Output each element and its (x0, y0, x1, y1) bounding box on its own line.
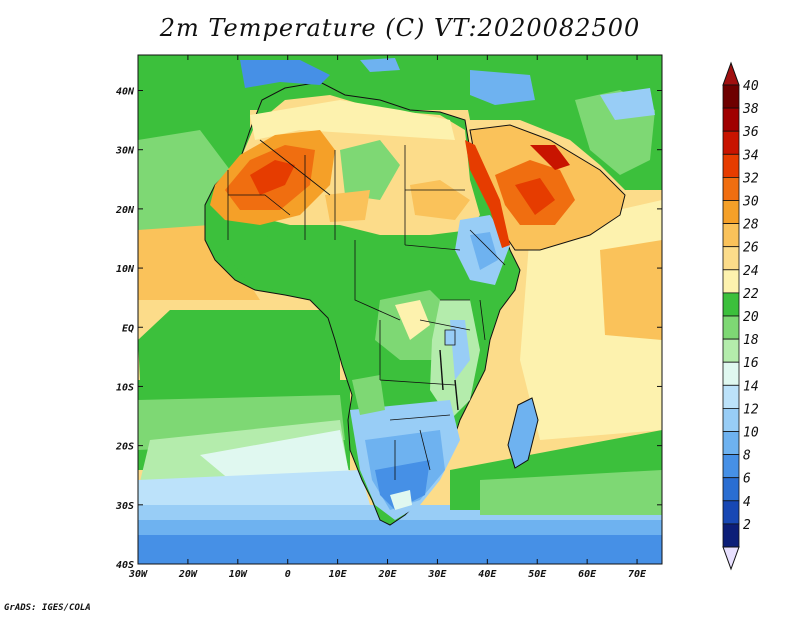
colorbar-label: 12 (743, 402, 759, 417)
colorbar-label: 32 (742, 171, 759, 186)
lon-label: 50E (528, 569, 547, 580)
lon-label: 20W (178, 569, 198, 580)
colorbar-label: 38 (742, 102, 759, 117)
niger-warm (325, 190, 370, 222)
colorbar-swatch (722, 500, 740, 525)
lake-tanganyika (439, 349, 444, 391)
lesotho-cold (390, 490, 412, 510)
zagros-cool (600, 88, 655, 120)
colorbar-swatch (722, 107, 740, 132)
congo-pale (395, 300, 430, 340)
colorbar-swatch (722, 269, 740, 294)
colorbar-swatch (722, 130, 740, 155)
colorbar-swatch (722, 223, 740, 248)
colorbar-label: 28 (743, 218, 759, 233)
colorbar-label: 8 (743, 449, 751, 464)
lat-label: 10S (116, 382, 134, 393)
colorbar-label: 26 (743, 241, 759, 256)
angola-coast (352, 375, 385, 415)
colorbar-label: 6 (743, 472, 751, 487)
ethiopian-highlands-core (470, 232, 498, 270)
colorbar-label: 30 (742, 195, 759, 210)
grads-credit: GrADS: IGES/COLA (4, 603, 91, 613)
red-sea (465, 140, 510, 248)
west-sahara-hottest (250, 160, 295, 195)
lat-label: 40S (116, 560, 134, 571)
colorbar-label: 34 (742, 148, 759, 163)
lat-label: 20N (115, 205, 135, 216)
lake-malawi (454, 379, 459, 411)
colorbar-swatch (722, 246, 740, 271)
colorbar-swatch (722, 84, 740, 109)
colorbar-swatch (722, 361, 740, 386)
colorbar-swatch (722, 338, 740, 363)
colorbar: 40 38 36 34 32 30 28 26 24 22 20 18 16 14 12 10 8 6 4 2 (722, 61, 759, 571)
colorbar-swatch (722, 454, 740, 479)
longitude-axis: 30W 20W 10W 0 10E 20E 30E 40E 50E 60E 70E (128, 55, 647, 580)
colorbar-swatch (722, 407, 740, 432)
colorbar-label: 18 (743, 333, 759, 348)
arabian-sea-warm (600, 240, 662, 340)
lon-label: 20E (377, 569, 397, 580)
west-africa-ocean-warm (138, 225, 260, 300)
south-atlantic-blue (138, 470, 370, 510)
lon-label: 30W (128, 569, 148, 580)
colorbar-label: 14 (743, 379, 759, 394)
colorbar-label: 24 (743, 264, 759, 279)
colorbar-swatch (722, 523, 740, 548)
colorbar-bottom-arrow (722, 546, 740, 571)
south-africa-plateau (375, 460, 430, 510)
colorbar-top-arrow (722, 61, 740, 86)
map-title: 2m Temperature (C) VT:2020082500 (159, 14, 641, 42)
arabia-hottest (515, 178, 555, 215)
colorbar-label: 36 (742, 125, 759, 140)
lat-label: EQ (122, 323, 134, 334)
colorbar-label: 10 (743, 426, 759, 441)
lon-label: 0 (285, 569, 291, 580)
latitude-axis: 40N 30N 20N 10N EQ 10S 20S 30S 40S (115, 87, 662, 571)
lat-label: 40N (116, 87, 135, 98)
gulf-of-guinea-green (138, 310, 340, 390)
lat-label: 10N (116, 264, 135, 275)
lake-victoria (444, 329, 456, 346)
colorbar-label: 4 (743, 495, 751, 510)
map-area (138, 55, 662, 564)
colorbar-swatch (722, 384, 740, 409)
colorbar-swatch (722, 200, 740, 225)
indian-ocean-south-light (480, 470, 662, 515)
persian-gulf-hot (530, 145, 570, 170)
southern-ocean-band2 (138, 520, 662, 538)
southern-ocean-band3 (138, 535, 662, 564)
colorbar-swatch (722, 431, 740, 456)
lon-label: 60E (578, 569, 597, 580)
colorbar-swatch (722, 176, 740, 201)
turkey-highlands (470, 70, 535, 105)
lat-label: 30N (115, 146, 135, 157)
lon-label: 70E (628, 569, 647, 580)
lat-label: 20S (115, 442, 134, 453)
colorbar-label: 2 (743, 518, 751, 533)
central-sahara-cool (340, 140, 400, 200)
madagascar (507, 397, 539, 469)
lon-label: 10W (229, 569, 248, 580)
lat-label: 30S (115, 501, 134, 512)
colorbar-label: 16 (743, 356, 759, 371)
colorbar-swatch (722, 315, 740, 340)
colorbar-swatch (722, 153, 740, 178)
colorbar-swatch (722, 477, 740, 502)
colorbar-swatch (722, 292, 740, 317)
lon-label: 30E (427, 569, 447, 580)
alps-cool (360, 58, 400, 72)
country-borders (227, 139, 506, 480)
iberia-cool (240, 60, 330, 88)
colorbar-label: 22 (743, 287, 759, 302)
lon-label: 40E (478, 569, 497, 580)
map-frame (137, 54, 663, 565)
colorbar-label: 20 (743, 310, 759, 325)
colorbar-label: 40 (743, 79, 759, 94)
lon-label: 10E (329, 569, 348, 580)
north-africa-pale (250, 100, 455, 140)
